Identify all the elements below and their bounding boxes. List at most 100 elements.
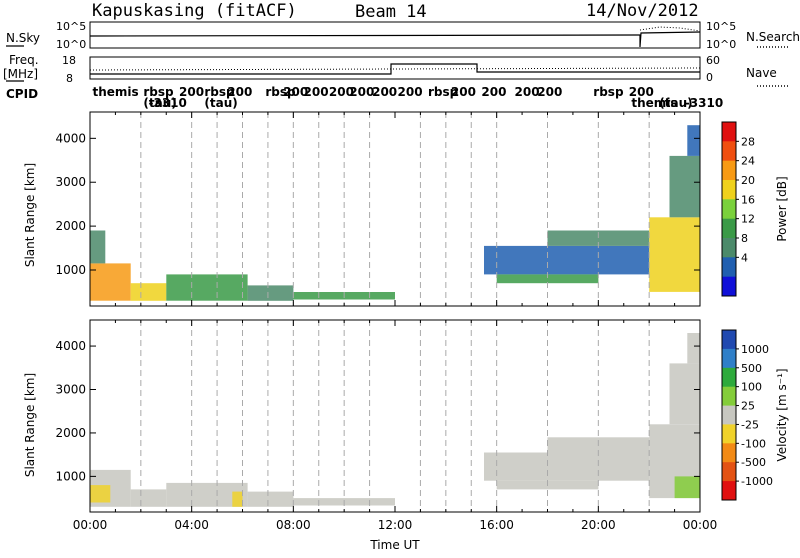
cpid-entry: 200: [179, 85, 204, 99]
colorbar-tick-label: 20: [741, 174, 755, 187]
nave-tick-high: 60: [706, 54, 720, 67]
colorbar-swatch: [722, 386, 736, 407]
colorbar-tick-label: 8: [741, 232, 748, 245]
colorbar-swatch: [722, 141, 736, 162]
velocity-panel: 1000 2000 3000 4000 00:00 04:00 08:00 12:00 16:0…: [55, 319, 717, 532]
cpid-entry: 200: [398, 85, 423, 99]
beam-label: Beam 14: [355, 2, 427, 22]
y-tick-label: 1000: [55, 263, 86, 277]
colorbar-tick-label: 100: [741, 381, 762, 394]
velocity-ylabel: Slant Range [km]: [23, 373, 37, 477]
cpid-entry: rbsp: [143, 85, 174, 99]
colorbar-label: Velocity [m s⁻¹]: [775, 368, 789, 461]
x-tick-label: 04:00: [174, 518, 209, 532]
y-tick-label: 4000: [55, 131, 86, 145]
colorbar-tick-label: 12: [741, 213, 755, 226]
colorbar-swatch: [722, 443, 736, 463]
echo-region: [166, 274, 248, 301]
freq-trace: [90, 63, 700, 75]
date-label: 14/Nov/2012: [586, 1, 699, 21]
colorbar-tick-label: 28: [741, 135, 755, 148]
colorbar-tick-label: -100: [741, 437, 766, 450]
echo-region: [687, 125, 700, 156]
cpid-entry: 200: [372, 85, 397, 99]
freq-tick-high: 18: [62, 54, 76, 67]
echo-region: [90, 230, 106, 264]
cpid-entry: 200: [329, 85, 354, 99]
nsky-panel: [89, 21, 701, 49]
echo-region: [90, 485, 111, 503]
cpid-entry: themis: [631, 96, 677, 110]
colorbar-tick-label: 16: [741, 193, 755, 206]
velocity-colorbar: 1000 500 100 25 -25 -100 -500 -1000 Velocity [m …: [721, 329, 789, 501]
nsearch-tick-low: 10^0: [706, 38, 736, 51]
cpid-entry: -3310: [149, 96, 187, 110]
colorbar-tick-label: -1000: [741, 475, 773, 488]
x-tick-label: 08:00: [276, 518, 311, 532]
nsearch-label: N.Search: [746, 30, 800, 44]
echo-region: [687, 333, 700, 364]
nsearch-tick-high: 10^5: [706, 20, 736, 33]
y-tick-label: 3000: [55, 383, 86, 397]
echo-region: [484, 245, 650, 275]
freq-tick-low: 8: [66, 72, 73, 85]
colorbar-swatch: [722, 160, 736, 181]
colorbar-tick-label: 4: [741, 251, 748, 264]
station-title: Kapuskasing (fitACF): [92, 1, 297, 21]
cpid-entry: 200: [629, 85, 654, 99]
nsky-tick-low: 10^0: [56, 38, 86, 51]
cpid-entry: 200: [451, 85, 476, 99]
echo-region: [247, 491, 294, 507]
colorbar-swatch: [722, 481, 736, 501]
cpid-entry: 200: [227, 85, 252, 99]
colorbar-swatch: [722, 405, 736, 425]
y-tick-label: 2000: [55, 219, 86, 233]
x-tick-label: 12:00: [378, 518, 413, 532]
colorbar-swatch: [722, 238, 736, 258]
echo-region: [166, 482, 248, 507]
cpid-entry: rbsp: [593, 85, 624, 99]
cpid-entry: themis: [93, 85, 139, 99]
colorbar-swatch: [722, 330, 736, 350]
nave-trace: [89, 67, 701, 71]
nsearch-trace: [639, 26, 701, 32]
cpid-entry: 200: [537, 85, 562, 99]
nave-tick-low: 0: [706, 71, 713, 84]
nsky-label: N.Sky: [6, 31, 40, 45]
echo-region: [674, 476, 700, 499]
y-tick-label: 3000: [55, 175, 86, 189]
cpid-entry: 200: [283, 85, 308, 99]
echo-region: [130, 489, 167, 507]
colorbar-tick-label: 500: [741, 362, 762, 375]
colorbar-swatch: [722, 348, 736, 369]
y-tick-label: 4000: [55, 339, 86, 353]
freq-unit: [MHz]: [3, 67, 38, 81]
echo-region: [547, 230, 650, 246]
colorbar-tick-label: 25: [741, 400, 755, 413]
colorbar-swatch: [722, 180, 736, 200]
colorbar-tick-label: -500: [741, 456, 766, 469]
freq-panel: [89, 56, 701, 80]
cpid-entry: -3310: [685, 96, 723, 110]
cpid-entry: (tau): [204, 96, 237, 110]
colorbar-swatch: [722, 199, 736, 220]
cpid-entry: 200: [304, 85, 329, 99]
echo-region: [669, 363, 700, 425]
echo-region: [90, 263, 131, 301]
x-tick-label: 16:00: [479, 518, 514, 532]
y-tick-label: 2000: [55, 426, 86, 440]
cpid-entry: 200: [515, 85, 540, 99]
cpid-entry: rbsp: [265, 85, 296, 99]
x-tick-label: 00:00: [73, 518, 108, 532]
cpid-entry: (tau): [659, 96, 692, 110]
x-tick-label: 20:00: [581, 518, 616, 532]
echo-region: [130, 283, 167, 301]
echo-region: [669, 155, 700, 218]
nave-label: Nave: [746, 66, 777, 80]
cpid-entry: 200: [481, 85, 506, 99]
colorbar-swatch: [722, 424, 736, 444]
colorbar-swatch: [722, 276, 736, 297]
colorbar-tick-label: 24: [741, 155, 755, 168]
